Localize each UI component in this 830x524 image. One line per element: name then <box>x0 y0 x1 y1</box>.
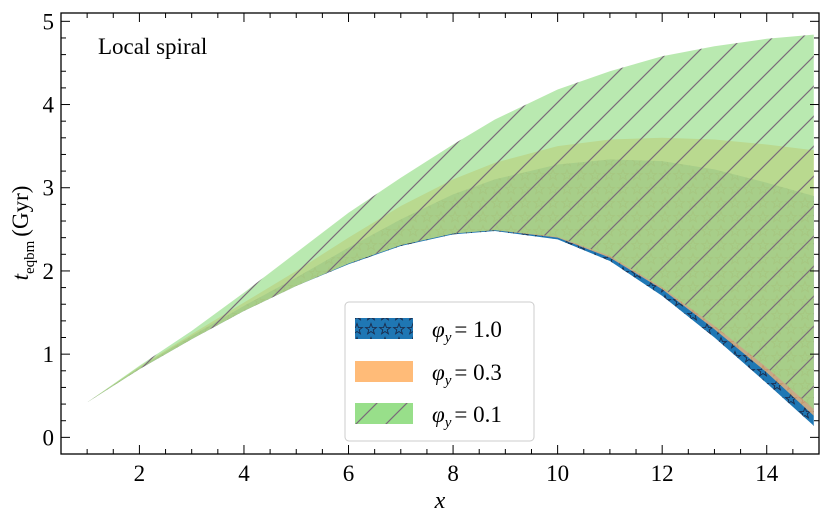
plot-frame <box>60 12 820 455</box>
legend-label-phi-0-3: = 0.3 <box>454 360 501 385</box>
legend-phi-symbol: φ <box>432 360 445 385</box>
legend-phi-subscript: y <box>443 373 452 389</box>
y-tick-label: 4 <box>43 93 55 118</box>
y-tick-label: 5 <box>43 9 55 34</box>
annotation-text: Local spiral <box>98 34 207 59</box>
legend-entry-phi-1-0: φy = 1.0 <box>355 317 502 346</box>
x-tick-label: 6 <box>343 461 355 486</box>
legend-swatch-phi-0-1-hatch <box>355 403 413 424</box>
x-tick-label: 2 <box>134 461 146 486</box>
y-label-unit: (Gyr) <box>8 186 33 237</box>
x-tick-label: 8 <box>447 461 459 486</box>
legend-swatch-phi-1-0-hatch <box>355 318 413 339</box>
x-tick-label: 14 <box>755 461 779 486</box>
bands-layer <box>87 34 814 426</box>
svg-text:φy= 0.3: φy = 0.3 <box>432 360 502 389</box>
legend-entry-phi-0-3: φy = 0.3 <box>355 360 502 389</box>
y-tick-label: 3 <box>43 176 55 201</box>
legend-label-phi-0-1: = 0.1 <box>454 402 501 427</box>
y-axis-label: teqbm (Gyr) <box>8 186 38 281</box>
y-label-main: t <box>8 273 33 280</box>
svg-text:teqbm(Gyr): teqbm (Gyr) <box>8 186 38 281</box>
y-tick-label: 2 <box>43 259 55 284</box>
y-label-subscript: eqbm <box>22 240 38 274</box>
legend: φy = 1.0 φy = 0.3 φy = 0.1 <box>344 301 535 442</box>
x-axis-label: x <box>434 488 446 514</box>
legend-phi-subscript: y <box>443 330 452 346</box>
x-tick-label: 4 <box>238 461 250 486</box>
x-tick-label: 12 <box>651 461 674 486</box>
svg-text:φy= 1.0: φy = 1.0 <box>432 317 502 346</box>
legend-phi-symbol: φ <box>432 402 445 427</box>
y-tick-label: 1 <box>43 342 55 367</box>
legend-swatch-phi-0-3 <box>355 361 413 382</box>
legend-phi-subscript: y <box>443 415 452 431</box>
band-hatch-phi-y-0-1 <box>87 34 814 410</box>
legend-phi-symbol: φ <box>432 317 445 342</box>
y-tick-label: 0 <box>43 425 55 450</box>
legend-label-phi-1-0: = 1.0 <box>454 317 501 342</box>
legend-entry-phi-0-1: φy = 0.1 <box>355 402 502 431</box>
svg-text:φy= 0.1: φy = 0.1 <box>432 402 502 431</box>
x-tick-label: 10 <box>546 461 569 486</box>
